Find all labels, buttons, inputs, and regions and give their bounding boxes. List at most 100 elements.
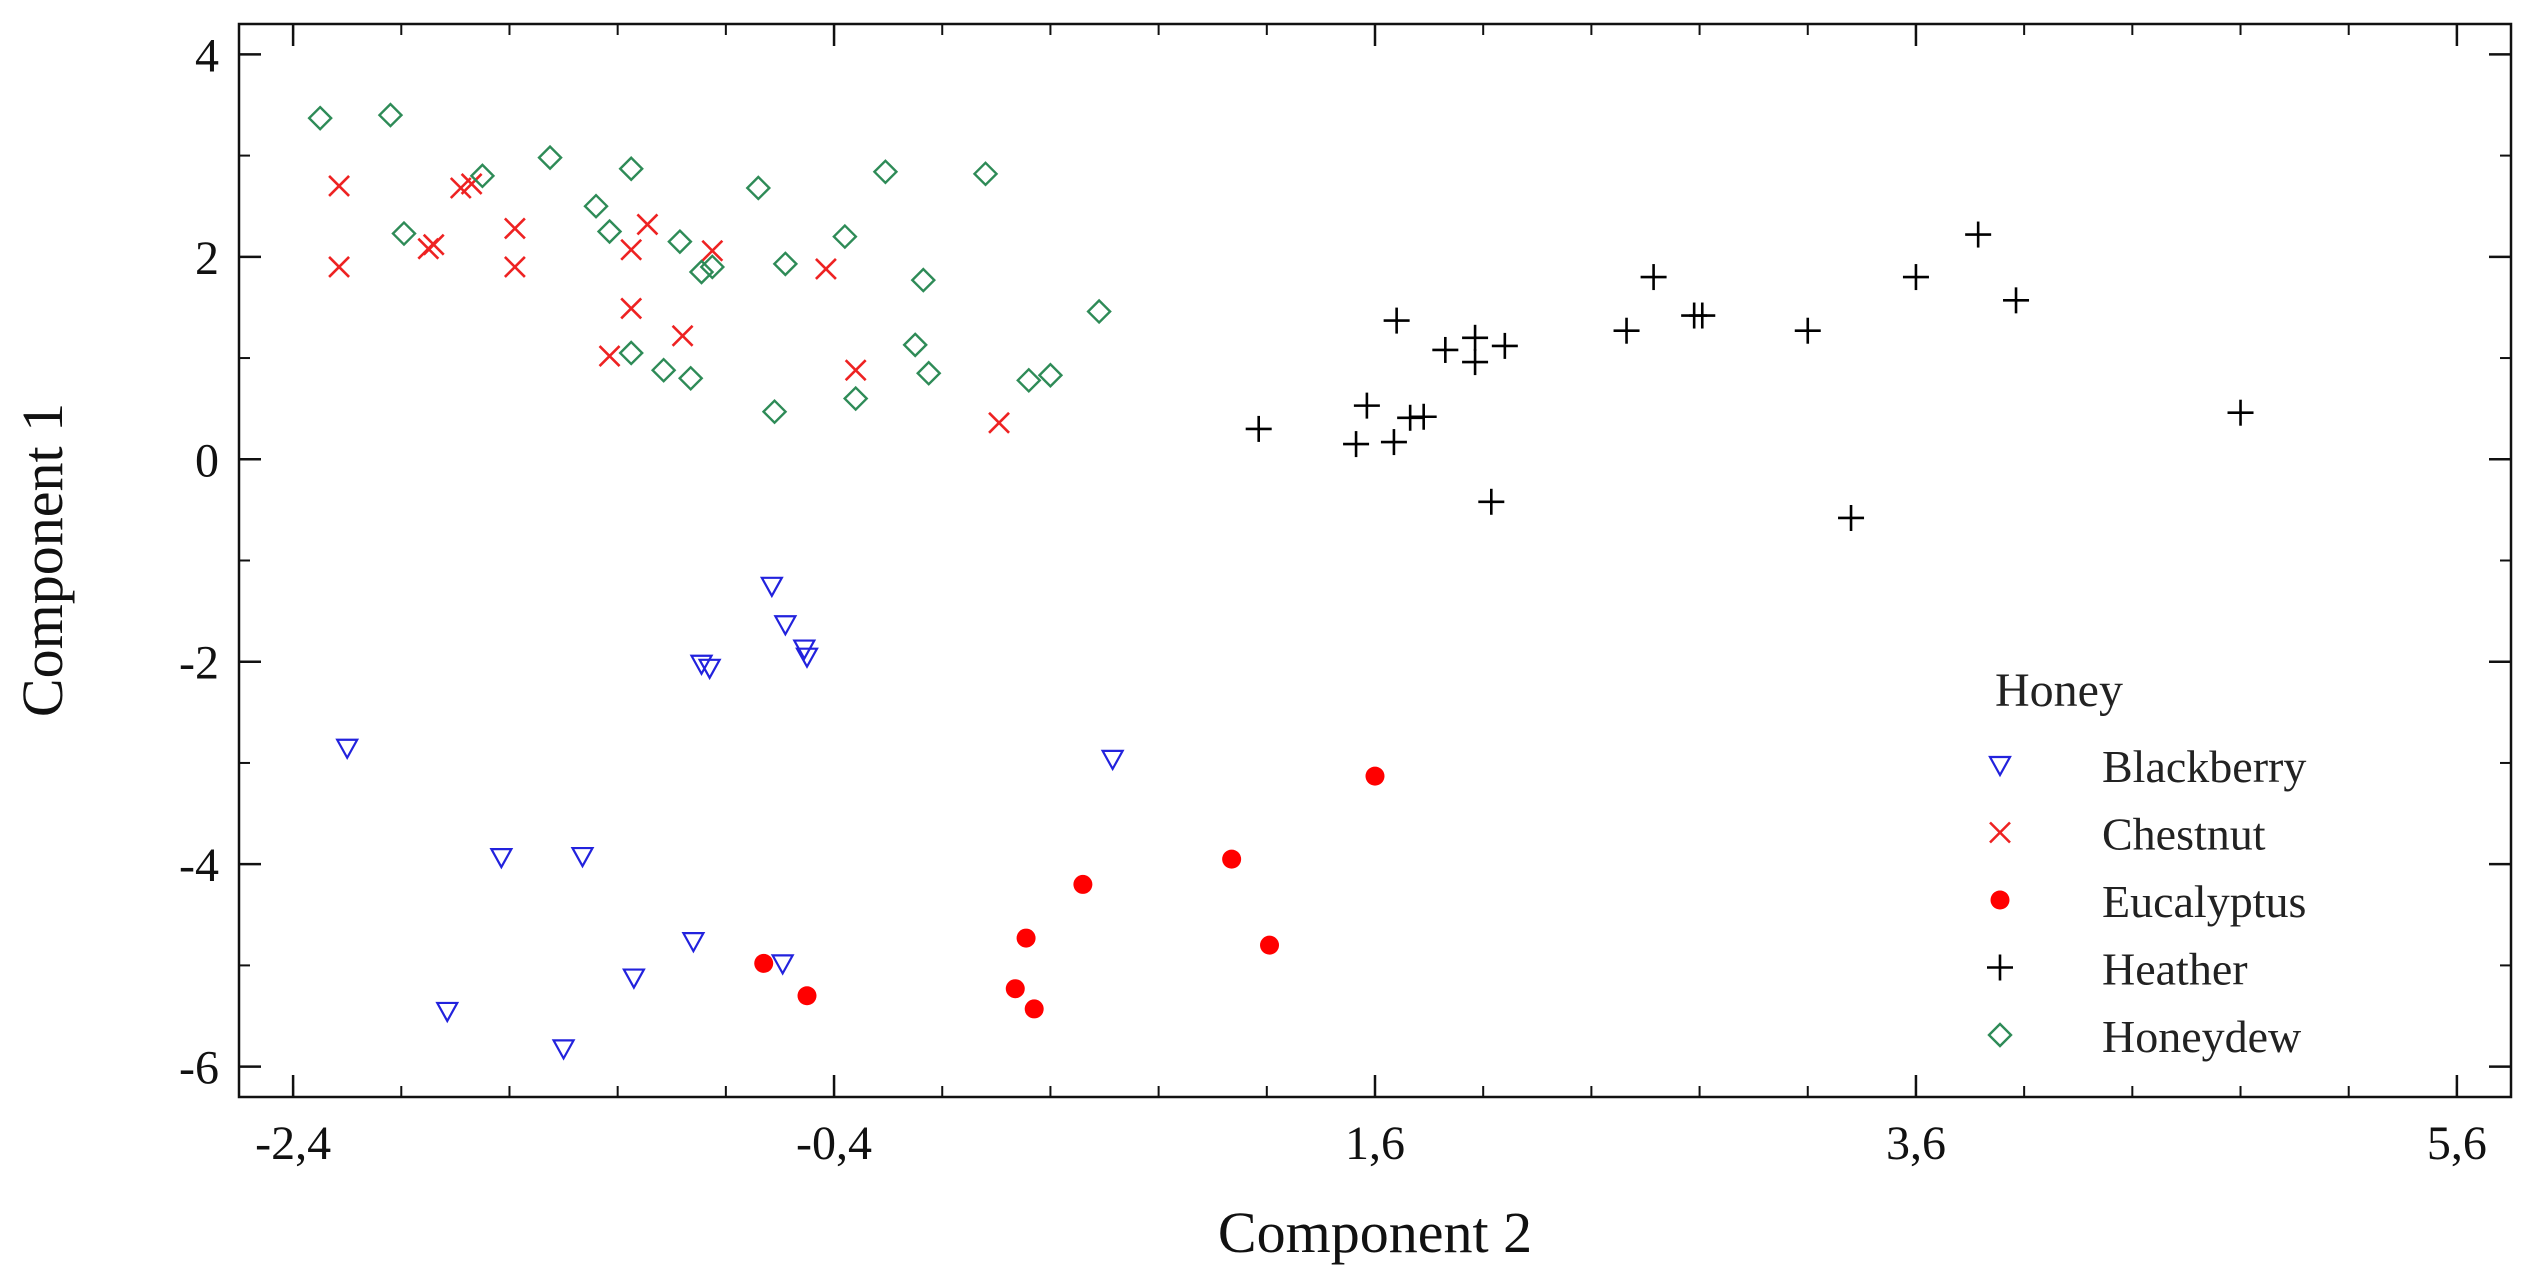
heather-point — [1794, 317, 1821, 344]
heather-point — [1838, 504, 1865, 531]
honeydew-point — [916, 360, 942, 386]
y-tick-label: 4 — [195, 29, 219, 82]
legend-marker-chestnut — [1989, 821, 2011, 844]
eucalyptus-point — [1024, 999, 1044, 1019]
eucalyptus-point — [1005, 979, 1025, 999]
blackberry-point — [770, 954, 795, 976]
blackberry-point — [551, 1039, 576, 1061]
y-axis-title: Component 1 — [10, 403, 75, 717]
honeydew-point — [772, 251, 799, 277]
honeydew-point — [537, 144, 563, 171]
legend: Honey Blackberry Chestnut Eucalyptus Heathe… — [1987, 664, 2306, 1062]
legend-marker-honeydew — [1987, 1022, 2013, 1048]
heather-point — [1902, 264, 1929, 291]
blackberry-point — [795, 647, 819, 669]
series-chestnut — [328, 173, 1010, 434]
x-tick-label: 1,6 — [1345, 1117, 1405, 1170]
honeydew-point — [842, 385, 869, 412]
heather-point — [1353, 392, 1380, 419]
blackberry-point — [335, 738, 360, 761]
eucalyptus-point — [1016, 928, 1036, 948]
blackberry-point — [622, 968, 646, 990]
y-tick-label: -2 — [179, 637, 219, 690]
honeydew-point — [1037, 362, 1064, 388]
blackberry-point — [773, 615, 798, 637]
heather-point — [1410, 403, 1437, 430]
honeydew-point — [650, 357, 677, 383]
x-axis-title: Component 2 — [1218, 1200, 1532, 1265]
heather-point — [1478, 488, 1505, 515]
honeydew-point — [618, 156, 644, 182]
heather-point — [1491, 332, 1518, 359]
legend-label-eucalyptus: Eucalyptus — [2102, 876, 2306, 927]
blackberry-point — [681, 932, 706, 954]
blackberry-point — [697, 658, 722, 681]
heather-point — [1965, 221, 1992, 248]
honeydew-point — [872, 159, 899, 185]
heather-point — [1689, 302, 1716, 329]
honeydew-point — [667, 228, 693, 255]
chestnut-point — [422, 233, 445, 256]
heather-point — [1245, 415, 1272, 442]
chestnut-point — [503, 217, 526, 240]
legend-label-blackberry: Blackberry — [2102, 741, 2306, 792]
honeydew-point — [618, 340, 644, 366]
y-tick-label: 0 — [195, 434, 219, 487]
honeydew-point — [761, 399, 788, 425]
eucalyptus-point — [1222, 849, 1242, 869]
heather-point — [1380, 429, 1407, 456]
honeydew-point — [596, 218, 623, 245]
eucalyptus-point — [754, 953, 774, 973]
axis-tick-labels: -2,4 -0,4 1,6 3,6 5,6 4 2 0 -2 -4 -6 — [179, 29, 2487, 1170]
chestnut-point — [620, 297, 643, 320]
series-blackberry — [335, 576, 1125, 1061]
legend-items: Blackberry Chestnut Eucalyptus Heather Honey… — [1987, 741, 2306, 1062]
honeydew-point — [583, 193, 609, 219]
y-tick-label: -4 — [179, 839, 219, 892]
chestnut-point — [328, 256, 350, 278]
legend-marker-blackberry — [1988, 755, 2012, 778]
blackberry-point — [489, 847, 514, 870]
honeydew-point — [972, 161, 999, 187]
chestnut-point — [815, 258, 837, 280]
honeydew-point — [1086, 298, 1112, 325]
legend-marker-heather — [1987, 954, 2013, 981]
heather-point — [2003, 287, 2030, 314]
honeydew-point — [745, 175, 772, 201]
plot-area-frame — [237, 22, 2513, 1099]
honeydew-point — [469, 163, 496, 189]
x-tick-label: 3,6 — [1886, 1117, 1946, 1170]
chestnut-point — [620, 238, 643, 261]
legend-title: Honey — [1995, 664, 2123, 717]
honeydew-point — [902, 332, 928, 358]
heather-point — [1343, 431, 1370, 458]
blackberry-point — [435, 1001, 460, 1024]
x-tick-label: 5,6 — [2427, 1117, 2487, 1170]
eucalyptus-point — [1073, 874, 1093, 894]
y-tick-label: -6 — [179, 1042, 219, 1095]
series-eucalyptus — [754, 766, 1385, 1019]
legend-item-heather: Heather — [1987, 944, 2248, 995]
x-tick-label: -0,4 — [796, 1117, 872, 1170]
chestnut-point — [988, 411, 1010, 434]
legend-label-chestnut: Chestnut — [2102, 809, 2266, 860]
series-honeydew — [307, 102, 1112, 425]
legend-marker-eucalyptus — [1990, 890, 2010, 910]
data-points — [307, 102, 2254, 1061]
honeydew-point — [699, 254, 726, 280]
honeydew-point — [910, 267, 937, 293]
chestnut-point — [636, 213, 659, 236]
legend-item-chestnut: Chestnut — [1989, 809, 2266, 860]
heather-point — [1613, 317, 1640, 344]
chestnut-point — [844, 359, 867, 382]
heather-point — [1383, 307, 1410, 334]
heather-point — [1462, 349, 1489, 376]
honeydew-point — [688, 259, 715, 285]
legend-item-blackberry: Blackberry — [1988, 741, 2306, 792]
blackberry-point — [759, 576, 784, 599]
eucalyptus-point — [1365, 766, 1385, 786]
series-heather — [1245, 221, 2254, 531]
blackberry-point — [570, 846, 595, 869]
honeydew-point — [1016, 367, 1042, 394]
chestnut-point — [328, 175, 350, 197]
